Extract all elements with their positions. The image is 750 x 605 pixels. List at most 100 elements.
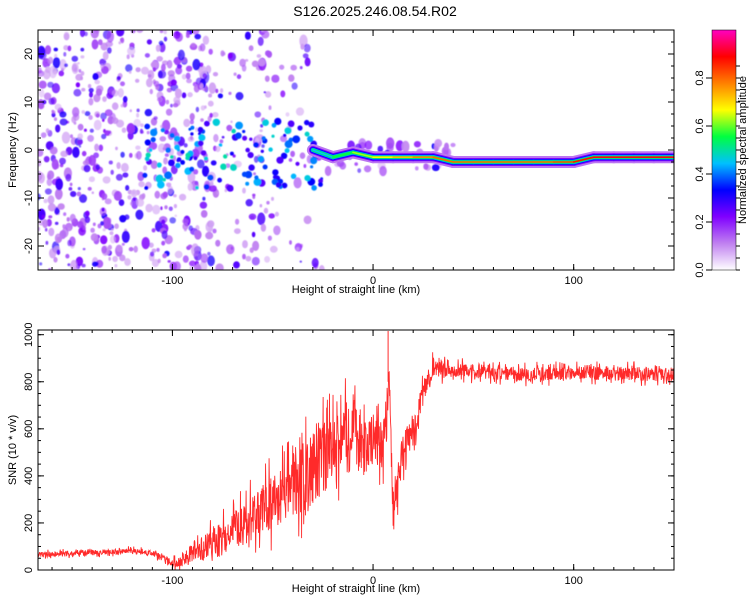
signal-cluster — [248, 164, 255, 171]
noise-blob — [295, 107, 305, 116]
noise-blob — [136, 30, 144, 33]
noise-blob — [249, 247, 254, 253]
noise-blob — [90, 30, 99, 39]
signal-cluster — [280, 152, 288, 159]
spectrogram-data — [38, 30, 674, 270]
noise-blob — [251, 60, 259, 68]
noise-blob — [38, 103, 45, 109]
noise-blob — [43, 92, 52, 101]
signal-cluster — [190, 132, 194, 136]
noise-blob — [182, 222, 189, 230]
noise-blob — [195, 106, 200, 113]
noise-blob — [259, 129, 263, 133]
noise-blob — [133, 197, 136, 201]
noise-blob — [153, 80, 160, 87]
noise-blob — [386, 137, 395, 149]
noise-blob — [97, 223, 102, 229]
noise-blob — [67, 239, 72, 247]
noise-blob — [269, 245, 278, 253]
noise-blob — [299, 260, 302, 263]
snr-background — [38, 330, 674, 570]
signal-cluster — [271, 122, 277, 128]
noise-blob — [208, 226, 213, 232]
signal-cluster — [230, 163, 237, 171]
noise-blob — [194, 33, 201, 40]
noise-blob — [161, 219, 166, 225]
noise-blob — [187, 92, 193, 98]
noise-blob — [124, 258, 131, 266]
signal-cluster — [180, 149, 185, 155]
signal-cluster — [304, 175, 311, 182]
noise-blob — [248, 45, 254, 52]
noise-blob — [150, 61, 159, 68]
noise-blob — [131, 197, 139, 209]
noise-blob — [260, 124, 264, 128]
snr-frame — [37, 329, 675, 571]
noise-blob — [253, 172, 256, 176]
noise-blob — [125, 64, 133, 72]
noise-blob — [121, 127, 127, 133]
noise-blob — [234, 228, 241, 235]
snr-y-tick-label: 200 — [23, 514, 35, 532]
spectrogram-y-tick-label: 0 — [23, 147, 35, 153]
noise-blob — [208, 82, 217, 94]
signal-cluster — [173, 135, 181, 142]
noise-blob — [431, 164, 440, 172]
noise-blob — [161, 230, 168, 240]
noise-blob — [81, 87, 86, 92]
signal-cluster — [292, 135, 301, 144]
signal-cluster — [145, 152, 151, 158]
signal-cluster — [311, 185, 317, 191]
noise-blob — [125, 185, 130, 191]
noise-blob — [208, 48, 213, 55]
noise-blob — [141, 193, 146, 199]
noise-blob — [208, 93, 213, 98]
signal-cluster — [150, 137, 156, 143]
noise-blob — [215, 88, 219, 94]
noise-blob — [93, 119, 102, 131]
noise-blob — [129, 152, 133, 158]
snr-y-tick-label: 400 — [23, 467, 35, 485]
noise-blob — [79, 194, 87, 203]
noise-blob — [263, 91, 267, 94]
noise-blob — [199, 201, 208, 209]
noise-blob — [170, 103, 173, 108]
noise-blob — [156, 247, 160, 252]
noise-blob — [72, 107, 80, 117]
noise-blob — [193, 169, 199, 175]
spectrogram-y-tick-label: -20 — [23, 238, 35, 254]
noise-blob — [174, 250, 183, 259]
noise-blob — [162, 253, 167, 259]
noise-blob — [205, 231, 214, 240]
signal-cluster — [247, 152, 254, 159]
noise-blob — [67, 45, 72, 52]
noise-blob — [121, 242, 125, 246]
noise-blob — [73, 88, 82, 97]
noise-blob — [151, 228, 156, 233]
signal-cluster — [304, 119, 310, 126]
noise-blob — [166, 59, 173, 69]
noise-blob — [138, 181, 145, 188]
noise-blob — [257, 36, 264, 47]
signal-cluster — [241, 171, 248, 177]
noise-blob — [102, 118, 105, 122]
noise-blob — [49, 146, 58, 155]
noise-blob — [161, 240, 166, 246]
noise-blob — [81, 263, 86, 268]
noise-blob — [216, 191, 219, 195]
noise-blob — [267, 235, 272, 241]
noise-blob — [146, 130, 150, 135]
noise-blob — [296, 247, 300, 252]
noise-blob — [163, 157, 168, 165]
signal-cluster — [144, 156, 150, 161]
noise-blob — [112, 255, 118, 263]
signal-cluster — [148, 148, 153, 152]
noise-blob — [121, 230, 130, 243]
noise-blob — [71, 55, 79, 62]
noise-blob — [91, 39, 99, 50]
noise-blob — [303, 215, 312, 225]
signal-cluster — [260, 149, 264, 153]
carrier-track-segment — [432, 156, 455, 163]
noise-blob — [63, 31, 70, 41]
